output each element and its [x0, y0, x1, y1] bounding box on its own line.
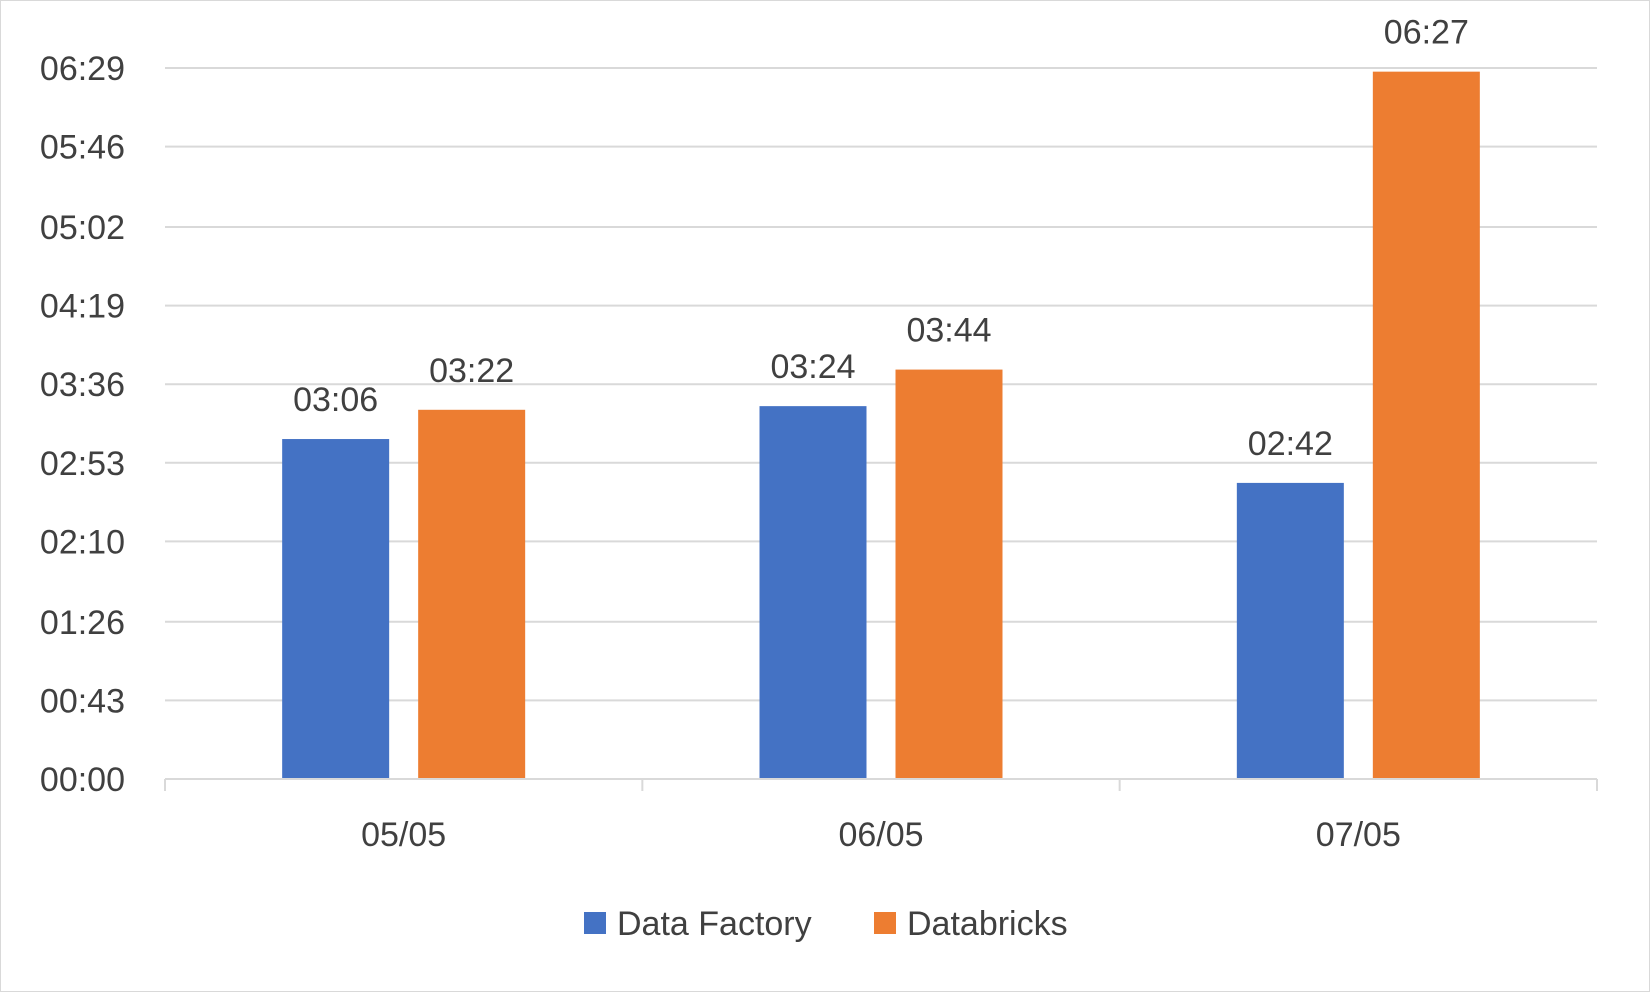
x-axis: 05/05 06/05 07/05 [164, 778, 1598, 854]
y-tick-label: 02:53 [40, 445, 125, 483]
bar-databricks [1372, 71, 1480, 780]
y-tick-label: 00:00 [40, 761, 125, 799]
y-tick-label: 05:46 [40, 129, 125, 167]
bar-data-factory [759, 406, 867, 779]
bars: 03:06 03:22 03:24 03:44 02:42 06:27 [282, 14, 1480, 780]
bar-data-factory [282, 439, 390, 779]
data-label: 06:27 [1384, 14, 1469, 52]
bar-databricks [418, 409, 526, 779]
y-tick-label: 01:26 [40, 604, 125, 642]
x-category-label: 06/05 [838, 816, 923, 854]
data-label: 02:42 [1248, 425, 1333, 463]
x-category-label: 07/05 [1316, 816, 1401, 854]
legend-label: Databricks [907, 905, 1068, 943]
data-label: 03:22 [429, 352, 514, 390]
data-label: 03:44 [906, 312, 991, 350]
legend-swatch [584, 912, 606, 934]
legend-swatch [874, 912, 896, 934]
y-tick-label: 05:02 [40, 209, 125, 247]
y-tick-label: 03:36 [40, 366, 125, 404]
y-tick-label: 00:43 [40, 682, 125, 720]
y-tick-label: 02:10 [40, 523, 125, 561]
bar-data-factory [1236, 482, 1344, 779]
gridlines [165, 67, 1597, 702]
y-tick-label: 06:29 [40, 50, 125, 88]
data-label: 03:06 [293, 381, 378, 419]
x-category-label: 05/05 [361, 816, 446, 854]
legend: Data Factory Databricks [584, 905, 1068, 943]
y-tick-label: 04:19 [40, 288, 125, 326]
bar-databricks [895, 369, 1003, 779]
data-label: 03:24 [770, 348, 855, 386]
y-axis: 00:00 00:43 01:26 02:10 02:53 03:36 04:19 05:02… [40, 50, 125, 799]
legend-label: Data Factory [617, 905, 812, 943]
